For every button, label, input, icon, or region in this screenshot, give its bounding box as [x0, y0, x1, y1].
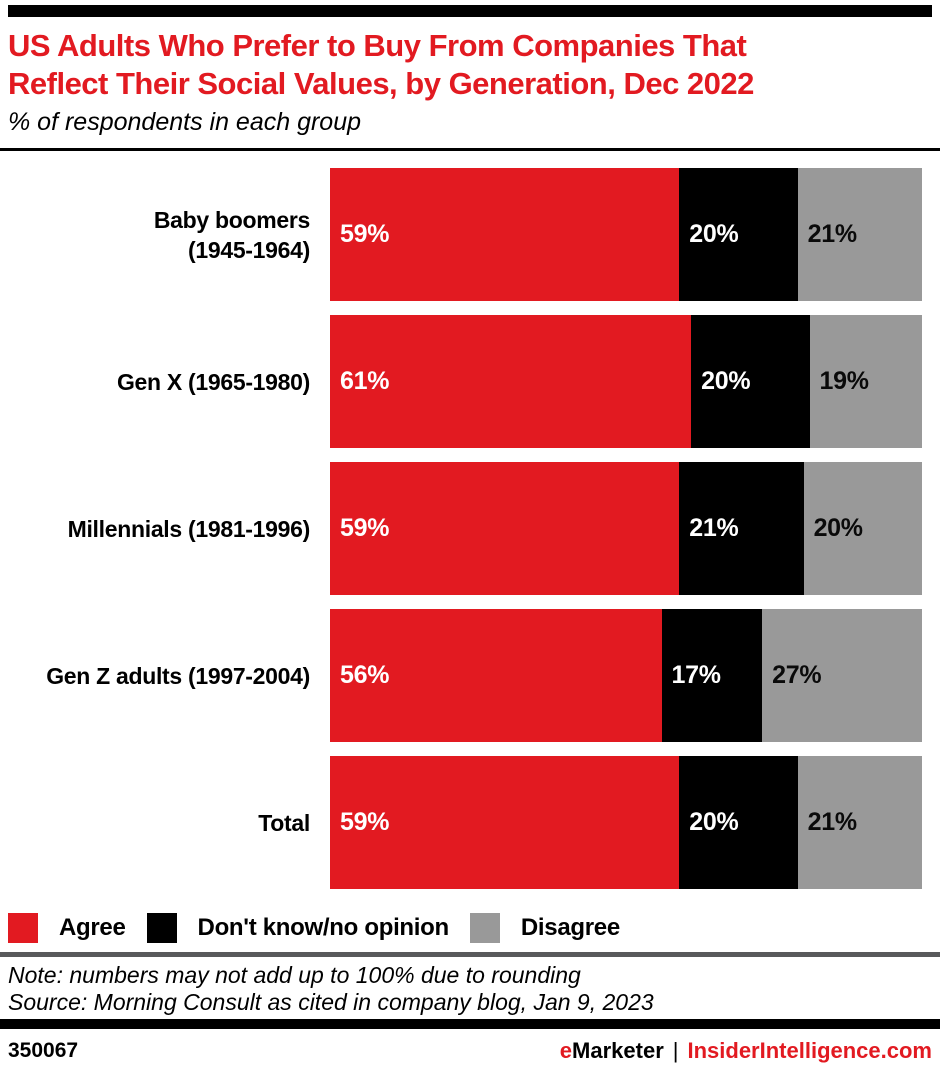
legend-label-disagree: Disagree	[520, 914, 620, 941]
row-category-label: Gen X (1965-1980)	[116, 368, 310, 395]
bottom-accent-bar	[0, 1019, 940, 1029]
bar-segment: 20%	[691, 315, 810, 448]
bar-value-label: 20%	[701, 367, 751, 395]
bar-segment: 27%	[762, 609, 922, 742]
bar-value-label: 19%	[819, 367, 869, 395]
bar-segment: 59%	[330, 756, 680, 889]
legend-item-disagree: Disagree	[469, 913, 620, 943]
note-line: Note: numbers may not add up to 100% due…	[8, 962, 581, 988]
legend-swatch-agree	[8, 913, 38, 943]
source-line: Source: Morning Consult as cited in comp…	[8, 989, 654, 1015]
chart-row: Baby boomers (1945-1964) 59% 20% 21%	[8, 168, 932, 301]
footer: 350067 eMarketer | InsiderIntelligence.c…	[8, 1038, 932, 1064]
bar-value-label: 21%	[807, 808, 857, 836]
bar-segment: 61%	[330, 315, 692, 448]
emarketer-logo: eMarketer	[559, 1038, 664, 1063]
chart-notes: Note: numbers may not add up to 100% due…	[8, 962, 932, 1016]
bar-value-label: 59%	[340, 514, 390, 542]
chart-subtitle: % of respondents in each group	[8, 108, 362, 136]
insider-intelligence-link[interactable]: InsiderIntelligence.com	[687, 1038, 932, 1063]
bar-segment: 21%	[797, 168, 922, 301]
row-category-label: Baby boomers (1945-1964)	[153, 206, 310, 263]
bar-segment: 21%	[679, 462, 804, 595]
bar-value-label: 61%	[340, 367, 390, 395]
bar-value-label: 21%	[689, 514, 739, 542]
chart-row: Gen X (1965-1980) 61% 20% 19%	[8, 315, 932, 448]
row-bars: 59% 20% 21%	[330, 756, 922, 889]
bar-segment: 21%	[797, 756, 922, 889]
chart-legend: Agree Don't know/no opinion Disagree	[8, 913, 932, 943]
legend-item-dont-know: Don't know/no opinion	[146, 913, 450, 943]
row-category-label: Total	[258, 809, 310, 836]
legend-swatch-dont-know	[146, 913, 177, 943]
brand-lockup: eMarketer | InsiderIntelligence.com	[560, 1038, 932, 1064]
bar-value-label: 17%	[671, 661, 721, 689]
stacked-bar-chart: Baby boomers (1945-1964) 59% 20% 21% Gen X (…	[8, 168, 932, 889]
bar-value-label: 56%	[340, 661, 390, 689]
brand-separator: |	[672, 1038, 679, 1063]
row-bars: 59% 20% 21%	[330, 168, 922, 301]
chart-id: 350067	[8, 1039, 79, 1062]
chart-row: Total 59% 20% 21%	[8, 756, 932, 889]
legend-divider	[0, 952, 940, 957]
bar-segment: 20%	[803, 462, 922, 595]
bar-value-label: 59%	[340, 220, 390, 248]
bar-value-label: 27%	[772, 661, 822, 689]
chart-title: US Adults Who Prefer to Buy From Compani…	[8, 28, 754, 101]
legend-swatch-disagree	[469, 913, 500, 943]
bar-segment: 59%	[330, 462, 680, 595]
row-bars: 59% 21% 20%	[330, 462, 922, 595]
row-category-label: Gen Z adults (1997-2004)	[46, 662, 310, 689]
bar-value-label: 20%	[689, 220, 739, 248]
bar-segment: 59%	[330, 168, 680, 301]
bar-segment: 19%	[809, 315, 922, 448]
top-accent-bar	[8, 5, 932, 17]
bar-value-label: 59%	[340, 808, 390, 836]
bar-segment: 56%	[330, 609, 662, 742]
bar-value-label: 21%	[807, 220, 857, 248]
title-divider	[0, 148, 940, 151]
bar-value-label: 20%	[813, 514, 863, 542]
row-category-label: Millennials (1981-1996)	[67, 515, 311, 542]
row-bars: 61% 20% 19%	[330, 315, 922, 448]
bar-segment: 20%	[679, 168, 798, 301]
chart-row: Millennials (1981-1996) 59% 21% 20%	[8, 462, 932, 595]
legend-label-dont-know: Don't know/no opinion	[197, 914, 450, 941]
bar-value-label: 20%	[689, 808, 739, 836]
legend-label-agree: Agree	[59, 914, 126, 941]
chart-row: Gen Z adults (1997-2004) 56% 17% 27%	[8, 609, 932, 742]
bar-segment: 20%	[679, 756, 798, 889]
bar-segment: 17%	[661, 609, 763, 742]
row-bars: 56% 17% 27%	[330, 609, 922, 742]
legend-item-agree: Agree	[8, 913, 126, 943]
